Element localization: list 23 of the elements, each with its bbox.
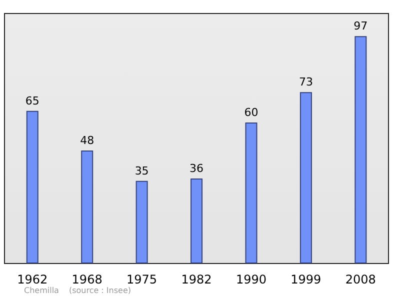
text: Chemilla: [24, 286, 59, 295]
data-label: 97: [354, 20, 368, 33]
data-label: 60: [244, 106, 258, 119]
data-label: 48: [80, 134, 94, 147]
x-tick-label: 1975: [126, 272, 158, 287]
bar: [81, 150, 94, 264]
data-label: 73: [298, 76, 313, 89]
bar: [354, 36, 367, 264]
x-tick-label: 2008: [345, 272, 376, 287]
bar: [136, 180, 148, 264]
x-tick-label: 1968: [72, 272, 102, 287]
bar: [190, 178, 203, 264]
x-tick-label: 1990: [236, 272, 266, 287]
data-label: 36: [190, 162, 204, 175]
bar: [300, 92, 312, 264]
bar: [245, 122, 258, 264]
bar: [26, 110, 38, 264]
data-label: 65: [25, 94, 40, 108]
x-tick-label: 1982: [181, 272, 212, 287]
x-tick-label: 1999: [290, 272, 322, 287]
x-tick-label: 1962: [17, 272, 48, 287]
text: (source : Insee): [68, 286, 131, 295]
data-label: 35: [134, 164, 149, 178]
